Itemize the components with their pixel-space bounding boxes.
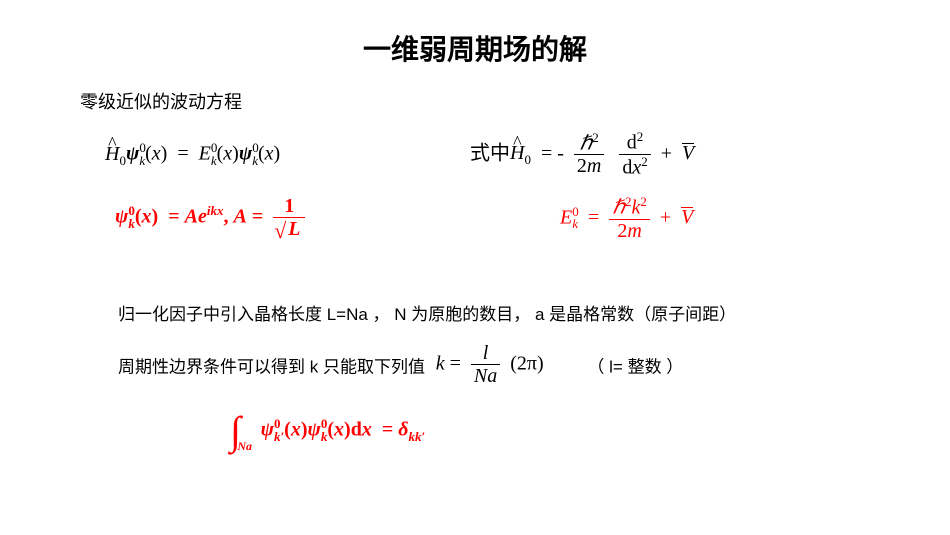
d1: d bbox=[627, 132, 637, 154]
two4: 2 bbox=[641, 154, 648, 169]
plus1: + bbox=[661, 142, 672, 164]
ikx: ikx bbox=[207, 203, 224, 218]
d2dx2: d2 dx2 bbox=[619, 130, 650, 179]
note-normalization: 归一化因子中引入晶格长度 L=Na ， N 为原胞的数目， a 是晶格常数（原子… bbox=[118, 300, 736, 325]
hbar: ℏ bbox=[580, 132, 593, 154]
x5: x bbox=[142, 206, 152, 228]
eq-orthonormal: ∫Na ψ0k′(x)ψ0k(x)dx = δkk′ bbox=[230, 415, 425, 447]
page-title: 一维弱周期场的解 bbox=[0, 28, 950, 68]
eq-energy: E0k = ℏ2k2 2m + V bbox=[560, 195, 693, 243]
psi5: ψ bbox=[308, 419, 321, 441]
delta: δ bbox=[398, 419, 408, 441]
note2-pre: 周期性边界条件可以得到 k 只能取下列值 bbox=[118, 358, 425, 377]
eq-sign: = bbox=[177, 143, 188, 165]
H2: H bbox=[510, 142, 524, 165]
e: e bbox=[198, 206, 207, 228]
L: L bbox=[286, 217, 302, 240]
eq-sign5: = bbox=[588, 206, 599, 228]
note2-post: （ l= 整数 ） bbox=[587, 358, 683, 377]
x7: x bbox=[334, 419, 344, 441]
two2: 2 bbox=[577, 155, 587, 177]
l: l bbox=[471, 342, 500, 365]
eq-psi-solution: ψ0k(x) = Aeikx, A = 1 L bbox=[115, 195, 305, 241]
dd: d bbox=[351, 419, 362, 441]
plus2: + bbox=[660, 206, 671, 228]
x8: x bbox=[362, 419, 372, 441]
eq-k: k = l Na (2π) bbox=[436, 342, 544, 388]
eq-sign2: = bbox=[541, 142, 552, 164]
int-sub: Na bbox=[237, 439, 252, 453]
psi3: ψ bbox=[115, 206, 128, 228]
d2: d bbox=[622, 156, 632, 178]
where-label: 式中 bbox=[470, 142, 510, 164]
psi2-sub: k bbox=[252, 153, 258, 168]
x2: x bbox=[223, 143, 232, 165]
comma: , bbox=[223, 206, 228, 228]
Vbar: V bbox=[682, 142, 694, 165]
E: E bbox=[199, 143, 211, 165]
eq-hamiltonian: 式中H0 = - ℏ2 2m d2 dx2 + V bbox=[470, 130, 694, 179]
k2: k bbox=[436, 353, 445, 375]
A1: A bbox=[185, 206, 198, 228]
two3: 2 bbox=[637, 129, 644, 144]
twopi: (2π) bbox=[510, 353, 543, 375]
eq-sign7: = bbox=[382, 419, 393, 441]
hbar-frac: ℏ2 2m bbox=[574, 131, 604, 179]
E-frac: ℏ2k2 2m bbox=[609, 195, 650, 243]
eq-schrodinger: H0ψ0k(x) = E0k(x)ψ0k(x) bbox=[105, 140, 280, 169]
k-frac: l Na bbox=[471, 342, 500, 388]
two1: 2 bbox=[592, 130, 599, 145]
m1: m bbox=[587, 155, 601, 177]
psi4-sub: k′ bbox=[274, 429, 284, 444]
psi4: ψ bbox=[261, 419, 274, 441]
x1: x bbox=[152, 143, 161, 165]
H-hat: H bbox=[105, 143, 119, 166]
one: 1 bbox=[273, 195, 305, 218]
x4: x bbox=[632, 156, 641, 178]
eq-sign3: = bbox=[168, 206, 179, 228]
two6: 2 bbox=[640, 194, 647, 209]
eq-sign6: = bbox=[450, 353, 461, 375]
E2-sub: k bbox=[572, 216, 578, 231]
x3: x bbox=[265, 143, 274, 165]
x6: x bbox=[291, 419, 301, 441]
A2: A bbox=[233, 206, 246, 228]
delta-sub: kk′ bbox=[408, 429, 425, 444]
note-periodic: 周期性边界条件可以得到 k 只能取下列值 k = l Na (2π) （ l= … bbox=[118, 345, 683, 391]
psi: ψ bbox=[126, 143, 139, 165]
hbar2: ℏ bbox=[612, 197, 625, 219]
H2-sub: 0 bbox=[524, 152, 531, 167]
E-sub: k bbox=[211, 153, 217, 168]
psi5-sub: k bbox=[321, 429, 328, 444]
A-frac: 1 L bbox=[273, 195, 305, 241]
Na: Na bbox=[471, 365, 500, 388]
subtitle: 零级近似的波动方程 bbox=[80, 88, 242, 114]
H-sub: 0 bbox=[119, 153, 126, 168]
psi2: ψ bbox=[239, 143, 252, 165]
m2: m bbox=[627, 220, 641, 242]
eq-sign4: = bbox=[252, 206, 263, 228]
two5: 2 bbox=[625, 194, 632, 209]
two7: 2 bbox=[617, 220, 627, 242]
psi-sub: k bbox=[139, 153, 145, 168]
sqrtL: L bbox=[276, 218, 302, 241]
psi3-sub: k bbox=[128, 216, 135, 231]
E2: E bbox=[560, 206, 572, 228]
Vbar2: V bbox=[681, 206, 693, 229]
